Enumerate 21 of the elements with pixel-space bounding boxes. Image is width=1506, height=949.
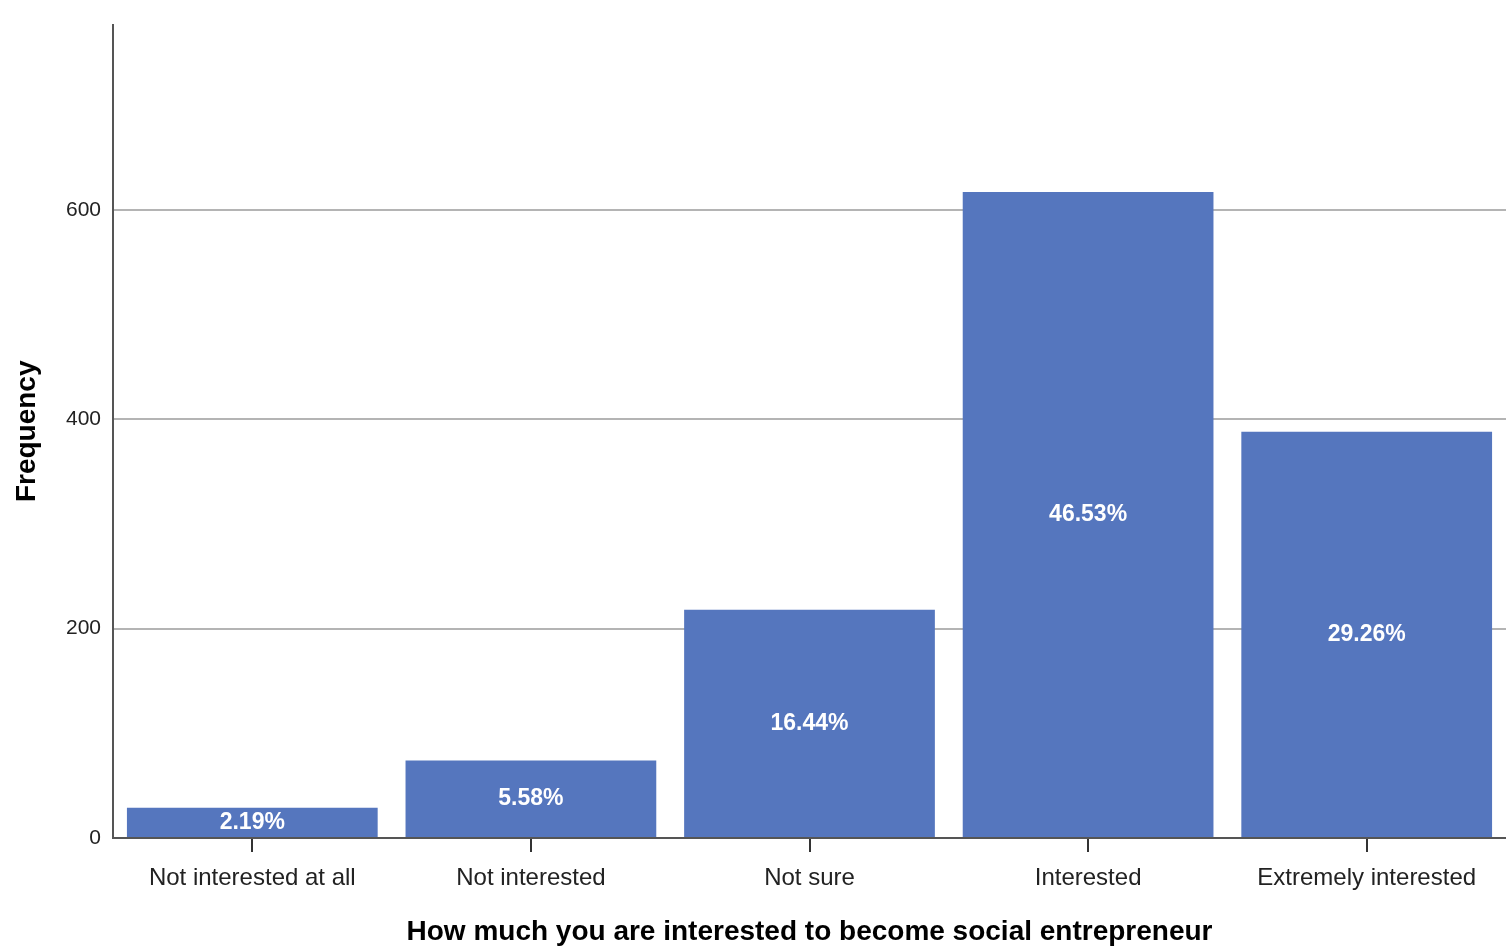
y-tick-label: 0 — [89, 824, 101, 848]
y-tick-label: 600 — [65, 196, 101, 220]
annotation: 46.53% — [1049, 499, 1128, 526]
x-axis-title: How much you are interested to become social entrepreneur — [406, 914, 1213, 946]
annotation: 5.58% — [498, 784, 564, 811]
x-tick-label: Interested — [1034, 863, 1142, 891]
y-tick-label: 400 — [65, 406, 101, 430]
annotation: 16.44% — [770, 708, 849, 735]
x-tick-label: Extremely interested — [1257, 863, 1477, 891]
y-axis-title: Frequency — [9, 360, 41, 503]
bar — [1241, 431, 1493, 837]
y-tick-label: 200 — [65, 615, 101, 639]
x-tick-label: Not interested at all — [148, 863, 356, 891]
bar — [684, 609, 935, 837]
bar — [126, 807, 378, 837]
annotation: 29.26% — [1327, 619, 1406, 646]
annotation: 2.19% — [219, 807, 285, 834]
x-tick-label: Not interested — [456, 863, 606, 891]
x-tick-label: Not sure — [764, 863, 855, 891]
bar — [405, 760, 657, 837]
bar — [962, 192, 1214, 837]
